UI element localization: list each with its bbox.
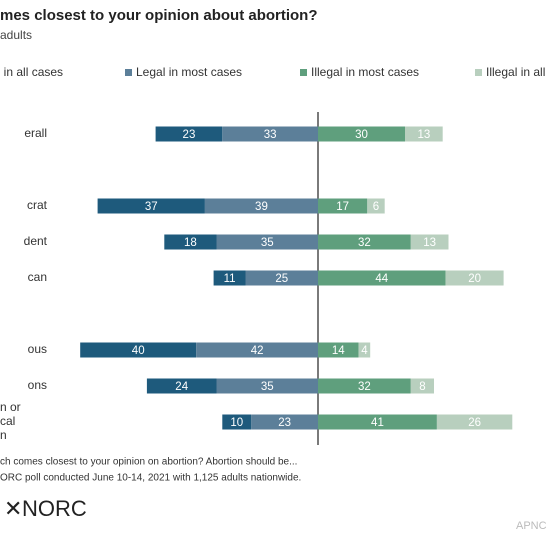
- bar-segment: [318, 126, 405, 142]
- value-label: 30: [355, 129, 368, 141]
- legend-swatch: [475, 69, 482, 76]
- bar-segment: [164, 234, 217, 250]
- value-label: 14: [332, 345, 345, 357]
- bar-segment: [318, 342, 359, 358]
- value-label: 39: [255, 201, 268, 213]
- bar-segment: [146, 378, 217, 394]
- footnote: ORC poll conducted June 10-14, 2021 with…: [0, 473, 301, 484]
- bar-segment: [204, 198, 318, 214]
- value-label: 35: [261, 237, 274, 249]
- logo: NORC: [22, 496, 87, 521]
- bar-segment: [318, 198, 368, 214]
- value-label: 8: [419, 381, 425, 393]
- bar-segment: [436, 414, 513, 430]
- value-label: 32: [358, 237, 371, 249]
- category-label: ous: [28, 342, 47, 356]
- value-label: 35: [261, 381, 274, 393]
- bar-segment: [358, 342, 371, 358]
- value-label: 41: [371, 417, 384, 429]
- legend-label: Illegal in most cases: [311, 65, 419, 79]
- value-label: 10: [230, 417, 243, 429]
- legend-label: Legal in most cases: [136, 65, 242, 79]
- legend-swatch: [300, 69, 307, 76]
- category-label: can: [28, 270, 47, 284]
- bar-segment: [196, 342, 318, 358]
- bar-segment: [213, 270, 246, 286]
- category-label: erall: [24, 126, 47, 140]
- value-label: 18: [184, 237, 197, 249]
- value-label: 24: [175, 381, 188, 393]
- value-label: 40: [132, 345, 145, 357]
- legend-label: al in all cases: [0, 65, 63, 79]
- category-label: dent: [24, 234, 48, 248]
- bar-segment: [245, 270, 318, 286]
- legend-label: Illegal in all: [486, 65, 545, 79]
- legend-swatch: [125, 69, 132, 76]
- bar-segment: [318, 270, 446, 286]
- bar-segment: [318, 234, 411, 250]
- source: APNC: [516, 520, 547, 532]
- bar-segment: [222, 126, 318, 142]
- value-label: 17: [336, 201, 349, 213]
- bar-segment: [80, 342, 197, 358]
- logo-mark: ✕: [4, 496, 22, 521]
- value-label: 23: [278, 417, 291, 429]
- value-label: 20: [468, 273, 481, 285]
- bar-segment: [216, 234, 318, 250]
- value-label: 23: [183, 129, 196, 141]
- footnote: ch comes closest to your opinion on abor…: [0, 457, 297, 468]
- bar-segment: [216, 378, 318, 394]
- chart-subtitle: adults: [0, 28, 32, 42]
- category-label: crat: [27, 198, 48, 212]
- value-label: 25: [275, 273, 288, 285]
- chart-title: mes closest to your opinion about aborti…: [0, 7, 318, 24]
- value-label: 44: [375, 273, 388, 285]
- value-label: 13: [423, 237, 436, 249]
- bar-segment: [367, 198, 385, 214]
- value-label: 13: [417, 129, 430, 141]
- value-label: 37: [145, 201, 158, 213]
- category-label: n: [0, 428, 7, 442]
- bar-segment: [318, 378, 411, 394]
- bar-segment: [410, 234, 449, 250]
- bar-segment: [251, 414, 318, 430]
- bar-segment: [410, 378, 434, 394]
- category-label: ons: [28, 378, 47, 392]
- bar-segment: [405, 126, 443, 142]
- value-label: 33: [264, 129, 277, 141]
- value-label: 11: [224, 273, 236, 285]
- category-label: cal: [0, 414, 15, 428]
- category-label: n or: [0, 400, 21, 414]
- value-label: 4: [361, 345, 368, 357]
- bar-segment: [222, 414, 252, 430]
- value-label: 26: [468, 417, 481, 429]
- value-label: 32: [358, 381, 371, 393]
- value-label: 42: [251, 345, 264, 357]
- value-label: 6: [373, 201, 379, 213]
- bar-segment: [155, 126, 223, 142]
- bar-segment: [318, 414, 437, 430]
- bar-segment: [445, 270, 504, 286]
- bar-segment: [97, 198, 205, 214]
